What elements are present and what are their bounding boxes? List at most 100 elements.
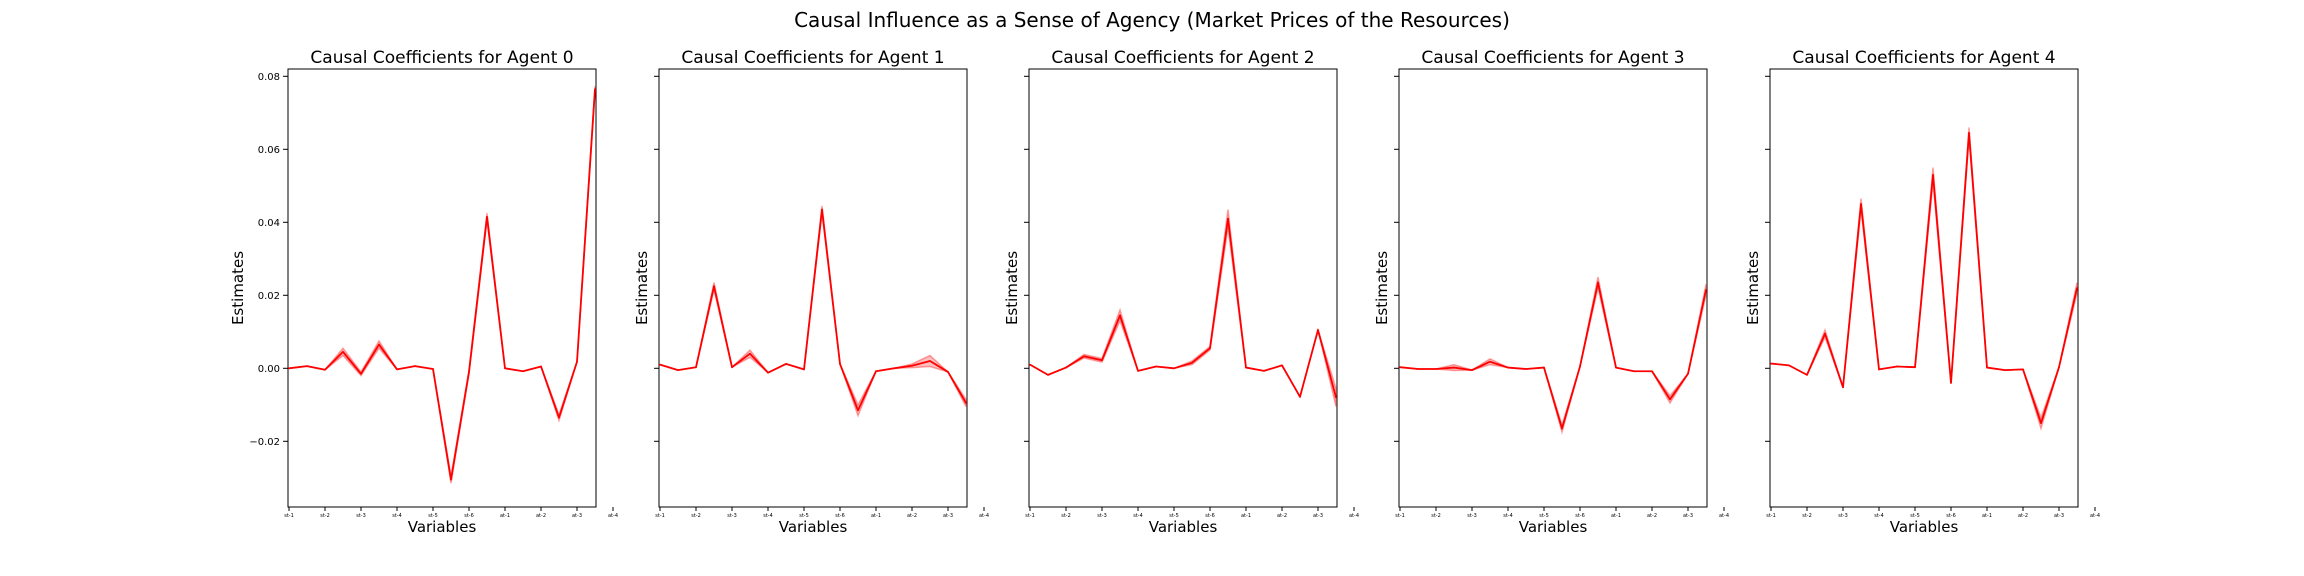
data-point: [1543, 366, 1545, 369]
data-point: [749, 352, 751, 355]
data-point: [1597, 281, 1599, 284]
data-point: [695, 366, 697, 369]
data-point: [1083, 355, 1085, 358]
data-point: [1525, 368, 1527, 370]
x-tick-label: st-6: [1946, 513, 1956, 519]
x-tick-label: st-4: [1874, 513, 1884, 519]
x-axis-label: Variables: [1519, 518, 1588, 536]
series-line: [659, 208, 967, 412]
data-point: [1633, 370, 1635, 373]
x-tick-label: st-3: [356, 513, 366, 519]
data-point: [2058, 366, 2060, 369]
y-axis-label: Estimates: [1003, 251, 1021, 325]
data-point: [576, 360, 578, 363]
data-point: [2004, 369, 2006, 371]
y-tick-label: 0.08: [258, 72, 280, 83]
x-tick-label: st-5: [1539, 513, 1549, 519]
data-point: [713, 285, 715, 287]
data-point: [1561, 427, 1563, 430]
data-point: [1029, 363, 1031, 366]
data-point: [1705, 289, 1707, 291]
data-point: [1687, 372, 1689, 375]
y-axis-label: Estimates: [1744, 251, 1762, 325]
y-tick-label: 0.02: [258, 291, 280, 302]
x-tick-label: st-1: [1395, 513, 1405, 519]
x-tick-label: st-3: [1467, 513, 1477, 519]
subplot-title: Causal Coefficients for Agent 0: [310, 48, 573, 68]
series-line: [1029, 217, 1337, 398]
x-tick-label: st-5: [1910, 513, 1920, 519]
y-tick-label: 0.06: [258, 145, 280, 156]
y-tick-label: 0.04: [258, 218, 280, 229]
subplots: Causal Coefficients for Agent 0 −0.02 0.00…: [229, 48, 2100, 536]
plot-frame: [1398, 68, 1708, 508]
data-point: [1227, 217, 1229, 220]
data-point: [1651, 370, 1653, 373]
x-tick-label: at-4: [1719, 513, 1729, 519]
x-axis-label: Variables: [408, 518, 477, 536]
plot-frame: [658, 68, 968, 508]
series-line: [1399, 281, 1707, 430]
data-point: [677, 369, 679, 371]
y-tick-label: −0.02: [249, 437, 280, 448]
plot-frame: [287, 68, 597, 508]
data-point: [1669, 398, 1671, 401]
x-tick-label: st-2: [1802, 513, 1812, 519]
data-point: [540, 365, 542, 368]
x-tick-label: at-3: [2054, 513, 2064, 519]
data-point: [1263, 370, 1265, 372]
data-point: [1579, 365, 1581, 368]
x-tick-label: at-3: [1313, 513, 1323, 519]
x-tick-label: st-3: [727, 513, 737, 519]
data-point: [731, 366, 733, 369]
data-point: [1896, 365, 1898, 368]
x-tick-label: st-6: [464, 513, 474, 519]
plot-frame: [1769, 68, 2079, 508]
x-axis-label: Variables: [779, 518, 848, 536]
data-point: [414, 365, 416, 367]
data-point: [893, 367, 895, 370]
data-point: [1878, 368, 1880, 371]
plot-frame: [1028, 68, 1338, 508]
y-axis-label: Estimates: [633, 251, 651, 325]
x-tick-label: at-4: [1349, 513, 1359, 519]
x-tick-label: at-2: [536, 513, 546, 519]
x-tick-label: st-2: [1061, 513, 1071, 519]
x-tick-label: st-6: [1575, 513, 1585, 519]
data-point: [803, 368, 805, 371]
x-tick-label: st-4: [1133, 513, 1143, 519]
data-point: [1173, 367, 1175, 370]
x-tick-label: st-6: [1205, 513, 1215, 519]
x-tick-label: at-3: [1683, 513, 1693, 519]
x-tick-label: at-2: [2018, 513, 2028, 519]
data-point: [1281, 364, 1283, 367]
data-point: [1824, 332, 1826, 335]
data-point: [1245, 366, 1247, 369]
data-point: [659, 363, 661, 366]
data-point: [2076, 287, 2078, 289]
data-point: [504, 367, 506, 370]
x-tick-label: st-1: [1766, 513, 1776, 519]
subplot-agent-2: Causal Coefficients for Agent 2 st-1 st-2 s…: [1003, 48, 1359, 536]
x-tick-label: at-2: [907, 513, 917, 519]
data-point: [1335, 396, 1337, 399]
x-tick-label: at-4: [608, 513, 618, 519]
data-point: [378, 343, 380, 346]
y-axis-label: Estimates: [229, 251, 247, 325]
data-point: [965, 402, 967, 404]
x-axis-label: Variables: [1890, 518, 1959, 536]
x-tick-label: st-6: [835, 513, 845, 519]
x-tick-label: st-5: [1169, 513, 1179, 519]
series-band: [1399, 276, 1707, 435]
x-tick-label: st-2: [1431, 513, 1441, 519]
data-point: [1155, 365, 1157, 368]
data-point: [396, 368, 398, 371]
x-tick-label: st-1: [1025, 513, 1035, 519]
series-band: [659, 205, 967, 418]
subplot-title: Causal Coefficients for Agent 3: [1421, 48, 1684, 68]
subplot-agent-1: Causal Coefficients for Agent 1 st-1 st-2 s…: [633, 48, 989, 536]
x-tick-label: at-1: [871, 513, 881, 519]
data-point: [929, 360, 931, 362]
subplot-agent-4: Causal Coefficients for Agent 4 st-1 st-2 s…: [1744, 48, 2100, 536]
data-point: [1065, 366, 1067, 369]
